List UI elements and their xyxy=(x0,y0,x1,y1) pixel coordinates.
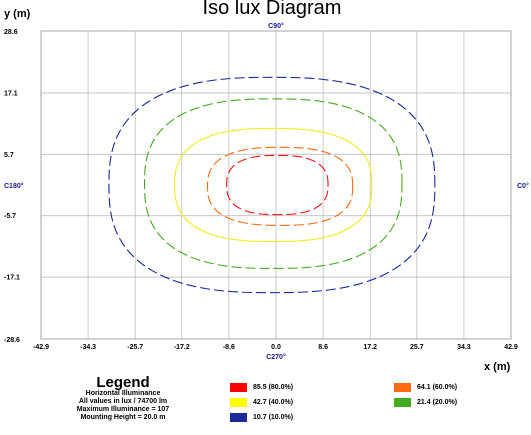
x-tick-label: -17.2 xyxy=(174,344,190,351)
angle-label-c90: C90° xyxy=(268,22,284,30)
x-tick-label: 8.6 xyxy=(318,344,328,351)
plot-border xyxy=(40,30,512,340)
x-tick-label: 0.0 xyxy=(271,344,281,351)
angle-label-c0: C0° xyxy=(517,182,529,190)
angle-label-c270: C270° xyxy=(266,353,286,361)
y-tick-label: -17.1 xyxy=(4,275,20,282)
x-axis-label: x (m) xyxy=(484,361,511,373)
x-tick-label: -8.6 xyxy=(223,344,235,351)
x-tick-label: 42.9 xyxy=(504,344,518,351)
isolux-contour-64-1 xyxy=(206,146,354,226)
x-tick-label: -42.9 xyxy=(33,344,49,351)
y-tick-label: 5.7 xyxy=(4,152,14,159)
isolux-contour-42-7 xyxy=(174,127,373,243)
x-tick-label: -34.3 xyxy=(80,344,96,351)
angle-label-c180: C180° xyxy=(4,182,24,190)
y-tick-label: 28.6 xyxy=(4,29,18,36)
isolux-contour-10-7 xyxy=(108,76,436,294)
y-tick-label: -5.7 xyxy=(4,213,16,220)
y-tick-label: -28.6 xyxy=(4,337,20,344)
y-axis-label: y (m) xyxy=(4,8,31,20)
isolux-contour-85-5 xyxy=(226,154,329,216)
x-tick-label: -25.7 xyxy=(127,344,143,351)
x-tick-label: 25.7 xyxy=(410,344,424,351)
chart-title: Iso lux Diagram xyxy=(203,0,342,19)
x-tick-label: 17.2 xyxy=(363,344,377,351)
isolux-contour-21-4 xyxy=(143,98,403,270)
y-tick-label: 17.1 xyxy=(4,90,18,97)
x-tick-label: 34.3 xyxy=(457,344,471,351)
